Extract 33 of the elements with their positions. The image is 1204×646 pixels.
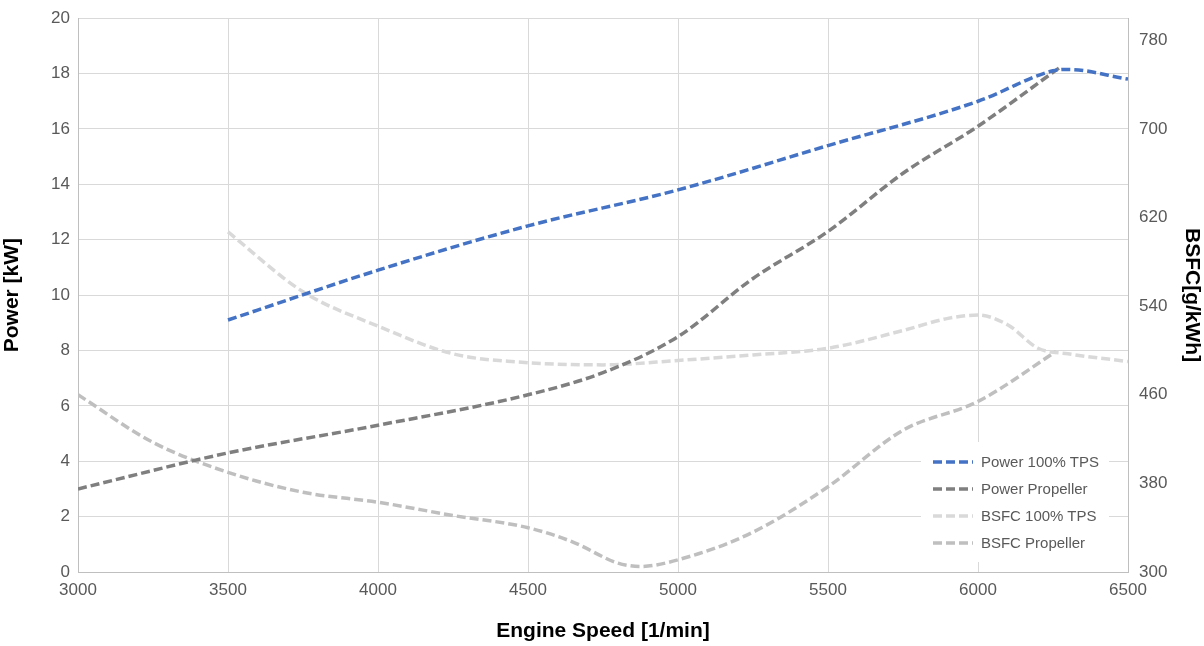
y2-tick-label: 300: [1139, 561, 1168, 581]
x-tick-label: 3500: [209, 579, 247, 599]
y-tick-label: 6: [60, 395, 70, 415]
x-tick-label: 6000: [959, 579, 997, 599]
y-tick-label: 10: [51, 284, 70, 304]
x-tick-label: 5000: [659, 579, 697, 599]
legend-label: BSFC Propeller: [980, 534, 1086, 551]
x-tick-label: 4000: [359, 579, 397, 599]
y-tick-label: 4: [60, 450, 70, 470]
y2-tick-label: 380: [1139, 473, 1168, 493]
y2-tick-label: 540: [1139, 295, 1168, 315]
y2-tick-label: 700: [1139, 118, 1168, 138]
y-tick-label: 18: [51, 63, 70, 83]
y2-tick-label: 460: [1139, 384, 1168, 404]
x-tick-label: 5500: [809, 579, 847, 599]
x-tick-label: 4500: [509, 579, 547, 599]
y-tick-label: 0: [60, 561, 70, 581]
y-tick-label: 12: [51, 229, 70, 249]
y-tick-label: 2: [60, 506, 70, 526]
legend-label: BSFC 100% TPS: [980, 507, 1097, 524]
x-tick-label: 3000: [59, 579, 97, 599]
y-tick-label: 16: [51, 118, 70, 138]
y-axis-title: Power [kW]: [0, 237, 23, 353]
y-tick-label: 8: [60, 340, 70, 360]
legend-label: Power Propeller: [980, 480, 1088, 497]
y2-tick-label: 780: [1139, 30, 1168, 50]
x-tick-label: 6500: [1109, 579, 1147, 599]
y2-tick-label: 620: [1139, 207, 1168, 227]
x-axis-title: Engine Speed [1/min]: [496, 618, 710, 642]
legend-label: Power 100% TPS: [980, 453, 1099, 470]
y-tick-label: 14: [51, 174, 70, 194]
y-tick-label: 20: [51, 7, 70, 27]
y2-axis-title: BSFC[g/kWh]: [1181, 228, 1204, 363]
